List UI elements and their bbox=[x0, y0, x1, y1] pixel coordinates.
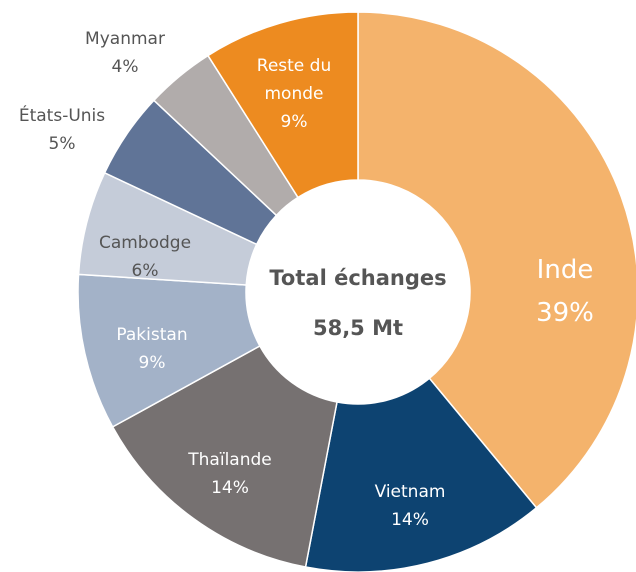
center-value: 58,5 Mt bbox=[312, 316, 404, 340]
slice bbox=[111, 344, 338, 568]
category-name: Myanmar bbox=[85, 28, 165, 49]
value-label: 9% bbox=[138, 353, 166, 373]
category-name: Vietnam bbox=[374, 481, 446, 502]
slice bbox=[304, 377, 538, 572]
category-name: Reste du monde bbox=[256, 55, 332, 104]
slice-label: Myanmar 4% bbox=[65, 25, 185, 81]
category-name: Inde bbox=[536, 255, 594, 286]
category-name: États-Unis bbox=[18, 105, 106, 126]
slice-label: Cambodge 6% bbox=[85, 229, 205, 285]
value-label: 14% bbox=[211, 478, 249, 498]
slice-label: Vietnam 14% bbox=[350, 478, 470, 534]
value-label: 4% bbox=[111, 57, 139, 77]
value-label: 6% bbox=[131, 261, 159, 281]
value-label: 39% bbox=[536, 298, 594, 328]
value-label: 9% bbox=[280, 112, 308, 133]
category-name: Pakistan bbox=[116, 324, 188, 345]
value-label: 5% bbox=[48, 134, 76, 154]
category-name: Thaïlande bbox=[188, 449, 272, 470]
slice-label: Thaïlande 14% bbox=[170, 446, 290, 502]
slice bbox=[357, 11, 636, 509]
slice-label: Reste du monde 9% bbox=[246, 52, 342, 136]
slice-label: Pakistan 9% bbox=[92, 321, 212, 377]
center-title: Total échanges bbox=[269, 266, 447, 290]
slice-label: États-Unis 5% bbox=[2, 102, 122, 158]
slice bbox=[206, 11, 359, 199]
category-name: Cambodge bbox=[98, 232, 192, 253]
slice-label: Inde 39% bbox=[505, 249, 625, 335]
value-label: 14% bbox=[391, 510, 429, 530]
